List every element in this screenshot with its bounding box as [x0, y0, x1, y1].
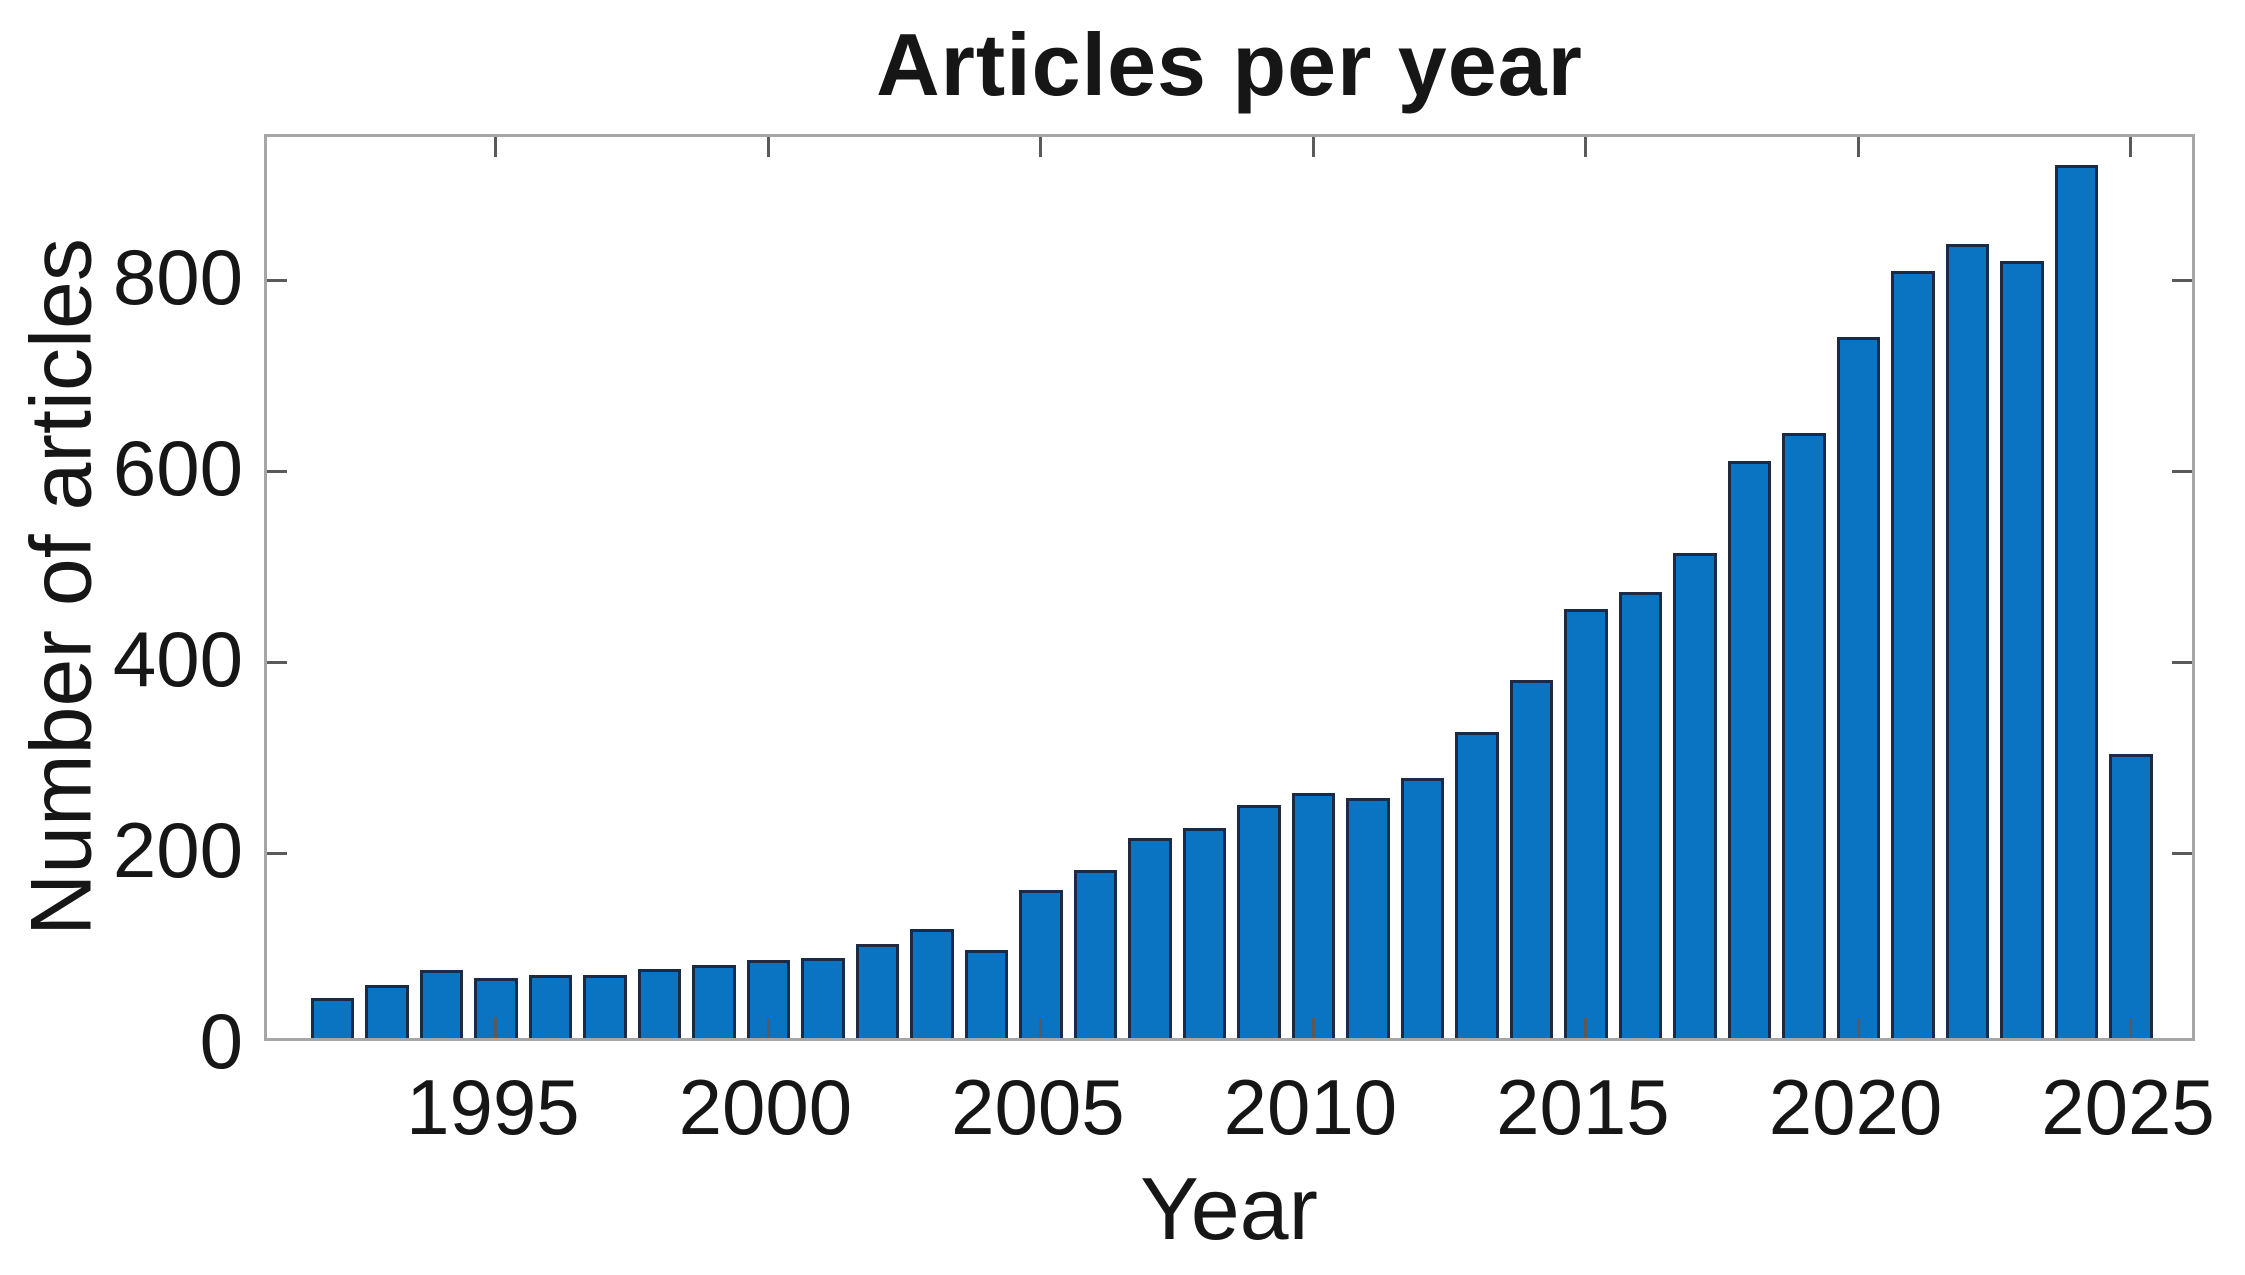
bar-2018 [1727, 461, 1772, 1038]
y-tick-right-600 [2172, 469, 2192, 473]
x-tick-label-2000: 2000 [678, 1063, 853, 1151]
bar-2016 [1618, 592, 1663, 1038]
bar-2020 [1836, 337, 1881, 1038]
x-tick-top-2015 [1584, 137, 1588, 157]
x-tick-label-2005: 2005 [951, 1063, 1125, 1151]
x-tick-label-2015: 2015 [1496, 1063, 1670, 1151]
x-tick-label-2020: 2020 [1768, 1063, 1943, 1151]
bar-2002 [855, 944, 900, 1038]
x-tick-label-2010: 2010 [1223, 1063, 1398, 1151]
y-tick-600 [267, 469, 287, 473]
x-tick-top-1995 [494, 137, 498, 157]
bar-2012 [1400, 778, 1445, 1038]
bar-1996 [528, 975, 573, 1038]
bar-2008 [1182, 827, 1227, 1038]
x-tick-top-2020 [1856, 137, 1860, 157]
bar-2015 [1564, 609, 1608, 1038]
bar-2017 [1673, 553, 1717, 1038]
bar-2021 [1891, 271, 1935, 1038]
y-tick-200 [267, 851, 287, 855]
y-tick-label-600: 600 [112, 424, 243, 513]
plot-area [264, 134, 2195, 1041]
y-tick-label-800: 800 [112, 233, 243, 322]
bar-2010 [1291, 792, 1336, 1038]
x-tick-top-2000 [766, 137, 770, 157]
bar-2006 [1073, 869, 1118, 1038]
chart-title: Articles per year [876, 15, 1583, 114]
bar-2024 [2054, 165, 2099, 1038]
bar-1997 [583, 975, 627, 1038]
x-tick-label-1995: 1995 [406, 1063, 580, 1151]
y-axis-label: Number of articles [13, 238, 110, 936]
bar-2013 [1455, 731, 1499, 1038]
bar-2022 [1945, 243, 1990, 1038]
bar-1999 [692, 965, 736, 1038]
bar-2025 [2109, 754, 2153, 1038]
y-tick-right-400 [2172, 660, 2192, 664]
y-tick-right-800 [2172, 278, 2192, 282]
bar-2009 [1237, 805, 1281, 1038]
x-axis-label: Year [1140, 1159, 1318, 1258]
x-tick-2020 [1856, 1018, 1860, 1038]
x-tick-2015 [1584, 1018, 1588, 1038]
x-tick-top-2025 [2129, 137, 2133, 157]
bar-2011 [1346, 798, 1390, 1038]
bar-2003 [910, 929, 954, 1038]
bar-2001 [801, 957, 845, 1038]
y-tick-label-200: 200 [112, 806, 243, 895]
y-tick-800 [267, 278, 287, 282]
x-tick-2010 [1311, 1018, 1315, 1038]
x-tick-2000 [766, 1018, 770, 1038]
y-tick-label-0: 0 [199, 997, 243, 1085]
bar-1993 [365, 984, 409, 1038]
bar-1998 [637, 969, 682, 1038]
x-tick-2005 [1039, 1018, 1043, 1038]
bar-2004 [964, 950, 1009, 1038]
y-tick-label-400: 400 [112, 615, 243, 704]
bar-2007 [1128, 838, 1172, 1038]
bar-2019 [1782, 432, 1826, 1038]
x-tick-top-2005 [1039, 137, 1043, 157]
bar-2023 [2000, 260, 2044, 1038]
y-tick-400 [267, 660, 287, 664]
x-tick-label-2025: 2025 [2041, 1063, 2215, 1151]
y-tick-right-200 [2172, 851, 2192, 855]
bar-1992 [310, 997, 355, 1038]
x-tick-1995 [494, 1018, 498, 1038]
x-tick-top-2010 [1311, 137, 1315, 157]
x-tick-2025 [2129, 1018, 2133, 1038]
bar-2014 [1509, 679, 1554, 1038]
bar-2005 [1019, 890, 1063, 1038]
bar-1994 [419, 970, 464, 1038]
